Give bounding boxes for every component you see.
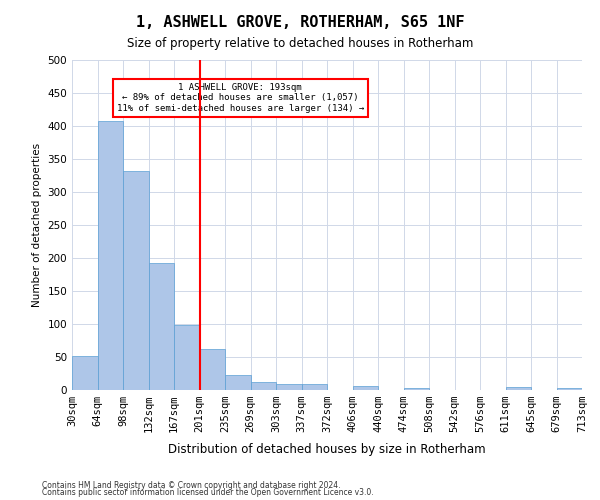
Bar bbox=[302, 384, 327, 390]
Bar bbox=[505, 388, 531, 390]
Bar bbox=[251, 382, 276, 390]
Y-axis label: Number of detached properties: Number of detached properties bbox=[32, 143, 42, 307]
Bar bbox=[199, 349, 225, 390]
Bar bbox=[353, 386, 378, 390]
Bar bbox=[276, 384, 302, 390]
Bar bbox=[225, 375, 251, 390]
Text: 1 ASHWELL GROVE: 193sqm
← 89% of detached houses are smaller (1,057)
11% of semi: 1 ASHWELL GROVE: 193sqm ← 89% of detache… bbox=[116, 83, 364, 113]
Text: Contains HM Land Registry data © Crown copyright and database right 2024.: Contains HM Land Registry data © Crown c… bbox=[42, 480, 341, 490]
Bar bbox=[174, 326, 199, 390]
Bar bbox=[123, 171, 149, 390]
Text: Contains public sector information licensed under the Open Government Licence v3: Contains public sector information licen… bbox=[42, 488, 374, 497]
Bar bbox=[404, 388, 429, 390]
X-axis label: Distribution of detached houses by size in Rotherham: Distribution of detached houses by size … bbox=[168, 444, 486, 456]
Text: Size of property relative to detached houses in Rotherham: Size of property relative to detached ho… bbox=[127, 38, 473, 51]
Bar bbox=[97, 122, 123, 390]
Bar bbox=[149, 264, 174, 390]
Bar bbox=[557, 388, 582, 390]
Text: 1, ASHWELL GROVE, ROTHERHAM, S65 1NF: 1, ASHWELL GROVE, ROTHERHAM, S65 1NF bbox=[136, 15, 464, 30]
Bar bbox=[72, 356, 97, 390]
